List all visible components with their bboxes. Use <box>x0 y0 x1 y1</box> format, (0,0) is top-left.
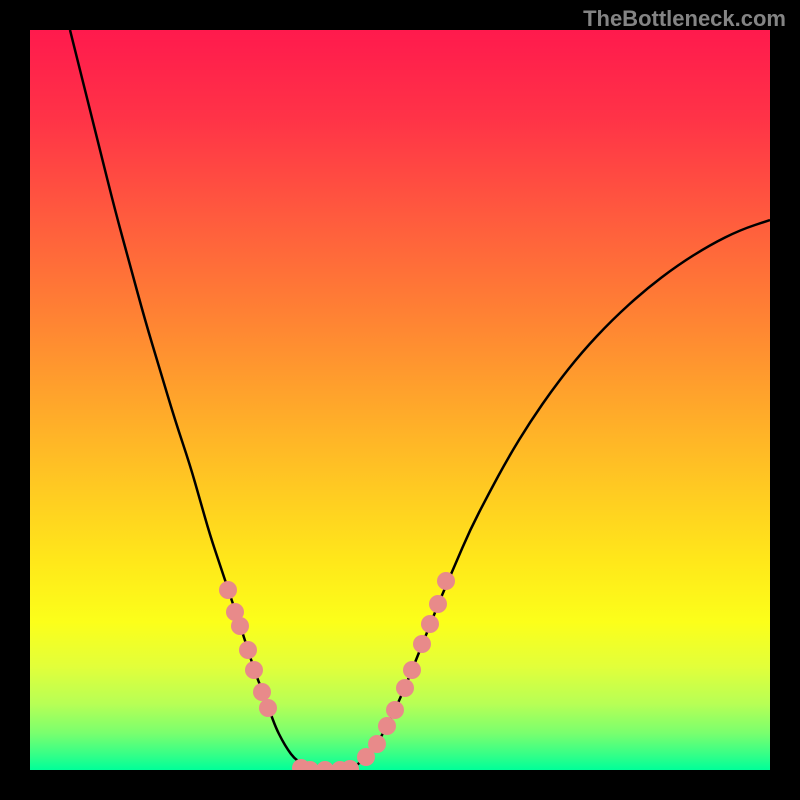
data-marker <box>245 661 263 679</box>
data-marker <box>386 701 404 719</box>
plot-area <box>30 30 770 770</box>
data-marker <box>378 717 396 735</box>
data-marker <box>219 581 237 599</box>
curve-chart <box>30 30 770 770</box>
data-marker <box>396 679 414 697</box>
data-marker <box>259 699 277 717</box>
data-marker <box>437 572 455 590</box>
data-marker <box>239 641 257 659</box>
data-marker <box>421 615 439 633</box>
left-curve <box>70 30 322 770</box>
data-marker <box>403 661 421 679</box>
data-marker <box>341 760 359 770</box>
data-marker <box>231 617 249 635</box>
source-watermark: TheBottleneck.com <box>583 6 786 32</box>
marker-group <box>219 572 455 770</box>
data-marker <box>429 595 447 613</box>
outer-frame: TheBottleneck.com <box>0 0 800 800</box>
data-marker <box>368 735 386 753</box>
data-marker <box>253 683 271 701</box>
data-marker <box>413 635 431 653</box>
